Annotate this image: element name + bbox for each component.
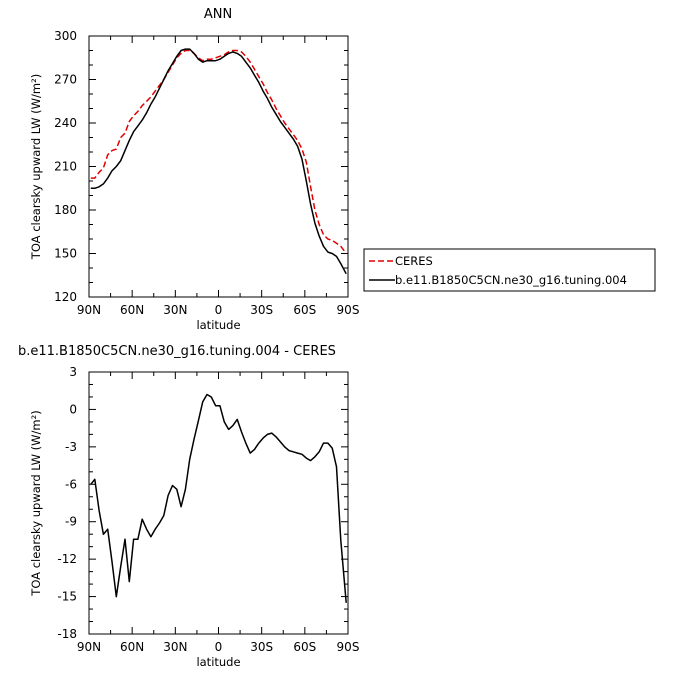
panel-2-x-tick-label: 90S xyxy=(337,640,360,654)
panel-1-y-tick-label: 210 xyxy=(54,160,77,174)
panel-2-title: b.e11.B1850C5CN.ne30_g16.tuning.004 - CE… xyxy=(18,344,336,359)
panel-1-x-tick-label: 30S xyxy=(250,303,273,317)
panel-1-y-tick-label: 300 xyxy=(54,29,77,43)
panel-1-y-tick-label: 120 xyxy=(54,290,77,304)
panel-1-x-tick-label: 30N xyxy=(163,303,187,317)
panel-2-y-tick-label: -9 xyxy=(65,515,77,529)
panel-2-y-tick-label: -15 xyxy=(57,590,77,604)
panel-1-y-tick-label: 150 xyxy=(54,247,77,261)
panel-2-y-tick-label: -18 xyxy=(57,627,77,641)
panel-2-x-tick-label: 60S xyxy=(293,640,316,654)
panel-1-y-axis-title: TOA clearsky upward LW (W/m²) xyxy=(29,74,43,260)
panel-2-y-tick-label: 0 xyxy=(69,402,77,416)
panel-1-title: ANN xyxy=(204,7,232,22)
panel-1-legend-label-2: b.e11.B1850C5CN.ne30_g16.tuning.004 xyxy=(395,273,627,287)
panel-2-plot-frame xyxy=(88,371,349,635)
panel-2-x-tick-label: 30N xyxy=(163,640,187,654)
panel-2-x-tick-label: 30S xyxy=(250,640,273,654)
panel-1-x-tick-label: 60S xyxy=(293,303,316,317)
panel-2-y-axis-title: TOA clearsky upward LW (W/m²) xyxy=(29,410,43,596)
panel-1-x-tick-label: 90S xyxy=(337,303,360,317)
panel-1-x-tick-label: 90N xyxy=(77,303,101,317)
panel-1-plot-frame xyxy=(88,35,349,298)
panel-1-x-tick-label: 60N xyxy=(120,303,144,317)
panel-1-legend-box xyxy=(363,248,656,292)
panel-2-y-tick-label: 3 xyxy=(69,365,77,379)
panel-1-series-line-2 xyxy=(90,48,347,275)
panel-2-x-tick-label: 0 xyxy=(215,640,223,654)
panel-2-series-line-1 xyxy=(90,393,347,603)
panel-1-x-axis-title: latitude xyxy=(196,318,240,332)
panel-1-legend-label-1: CERES xyxy=(395,254,433,268)
panel-2-x-axis-title: latitude xyxy=(196,655,240,669)
panel-1-y-tick-label: 270 xyxy=(54,73,77,87)
panel-1-y-tick-label: 240 xyxy=(54,116,77,130)
panel-2-y-tick-label: -3 xyxy=(65,440,77,454)
panel-2-y-tick-label: -6 xyxy=(65,477,77,491)
panel-2-x-tick-label: 90N xyxy=(77,640,101,654)
panel-1-y-tick-label: 180 xyxy=(54,203,77,217)
panel-1-series-line-1 xyxy=(90,49,347,254)
panel-2-y-tick-label: -12 xyxy=(57,552,77,566)
panel-2-x-tick-label: 60N xyxy=(120,640,144,654)
panel-1-x-tick-label: 0 xyxy=(215,303,223,317)
